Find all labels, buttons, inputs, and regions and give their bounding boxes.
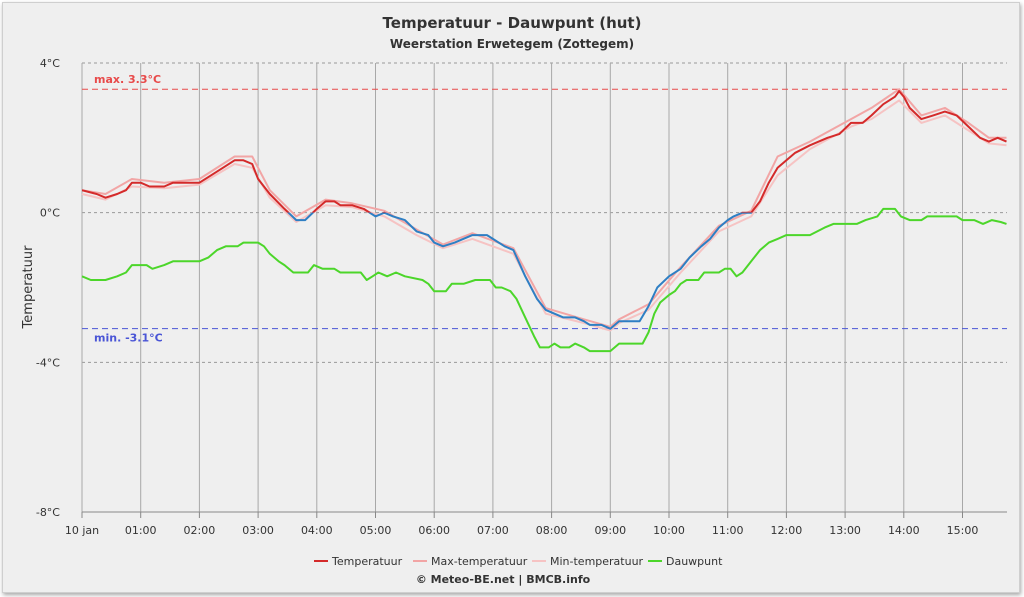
min-temperatuur-line	[81, 99, 1007, 332]
series-lines	[81, 88, 1007, 353]
legend-item-max-temperatuur-label[interactable]: Max-temperatuur	[431, 555, 528, 568]
chart-title: Temperatuur - Dauwpunt (hut)	[383, 14, 642, 32]
min-plot-label: min. -3.1°C	[94, 332, 163, 345]
x-tick-label: 06:00	[418, 524, 450, 537]
y-tick-label: 4°C	[40, 57, 60, 70]
x-tick-label: 10 jan	[65, 524, 99, 537]
credit[interactable]: © Meteo-BE.net | BMCB.info	[416, 573, 591, 586]
x-tick-label: 08:00	[536, 524, 568, 537]
x-tick-label: 09:00	[594, 524, 626, 537]
temperatuur-line-below-zero	[287, 212, 753, 330]
y-tick-label: -8°C	[36, 506, 60, 519]
x-tick-label: 01:00	[125, 524, 157, 537]
legend-item-max-temperatuur[interactable]: Max-temperatuur	[413, 555, 528, 568]
legend-item-min-temperatuur-label[interactable]: Min-temperatuur	[550, 555, 644, 568]
legend-item-temperatuur-label[interactable]: Temperatuur	[331, 555, 403, 568]
plot-lines: max. 3.3°C min. -3.1°C	[82, 73, 1007, 345]
max-plot-label: max. 3.3°C	[94, 73, 161, 86]
credit-separator: |	[518, 573, 522, 586]
chart-subtitle: Weerstation Erwetegem (Zottegem)	[390, 37, 634, 51]
temperatuur-line	[82, 90, 1007, 213]
max-temperatuur-line	[81, 88, 1007, 328]
credit-bmcb: BMCB.info	[526, 573, 590, 586]
y-tick-label: 0°C	[40, 207, 60, 220]
x-tick-label: 07:00	[477, 524, 509, 537]
legend-item-dauwpunt-label[interactable]: Dauwpunt	[666, 555, 723, 568]
y-axis-label: Temperatuur	[21, 245, 36, 330]
credit-meteo: © Meteo-BE.net	[416, 573, 515, 586]
x-tick-label: 13:00	[829, 524, 861, 537]
x-tick-label: 02:00	[184, 524, 216, 537]
legend-item-temperatuur[interactable]: Temperatuur	[314, 555, 403, 568]
x-tick-label: 10:00	[653, 524, 685, 537]
dauwpunt-line	[81, 207, 1007, 353]
grid	[81, 62, 1007, 513]
x-tick-label: 14:00	[888, 524, 920, 537]
x-tick-label: 05:00	[360, 524, 392, 537]
y-tick-label: -4°C	[36, 356, 60, 369]
x-tick-label: 15:00	[947, 524, 979, 537]
legend[interactable]: Temperatuur Max-temperatuur Min-temperatuu…	[314, 555, 723, 568]
axes: 4°C 0°C -4°C -8°C 10 jan 01:00 02:00 03:00 04:00…	[36, 57, 1007, 537]
x-tick-label: 04:00	[301, 524, 333, 537]
x-tick-label: 12:00	[771, 524, 803, 537]
x-tick-label: 03:00	[242, 524, 274, 537]
x-tick-label: 11:00	[712, 524, 744, 537]
legend-item-dauwpunt[interactable]: Dauwpunt	[648, 555, 723, 568]
legend-item-min-temperatuur[interactable]: Min-temperatuur	[532, 555, 644, 568]
